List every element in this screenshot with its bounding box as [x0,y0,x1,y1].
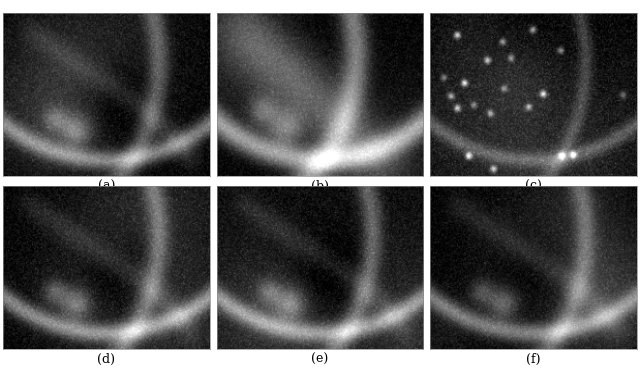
X-axis label: (b): (b) [311,180,329,193]
X-axis label: (c): (c) [525,180,542,193]
X-axis label: (d): (d) [97,353,115,366]
X-axis label: (e): (e) [312,353,328,366]
X-axis label: (f): (f) [526,353,541,366]
X-axis label: (a): (a) [98,180,115,193]
